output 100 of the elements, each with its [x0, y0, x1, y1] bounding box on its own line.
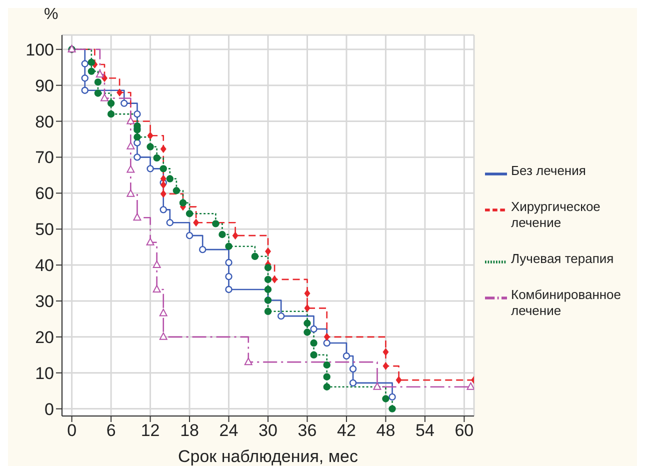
point — [134, 133, 141, 141]
y-tick-label: 0 — [44, 400, 54, 419]
point — [166, 219, 174, 226]
point — [96, 70, 104, 78]
legend-label: Без лечения — [511, 163, 587, 179]
point — [100, 94, 109, 102]
point — [153, 154, 160, 162]
x-tick-label: 48 — [376, 421, 396, 440]
x-tick-label: 6 — [106, 421, 116, 440]
y-tick-label: 80 — [35, 112, 54, 132]
point — [342, 352, 350, 360]
point — [323, 339, 330, 347]
point — [232, 232, 238, 240]
y-tick-label: 30 — [35, 292, 54, 312]
point — [388, 393, 396, 401]
point — [323, 383, 330, 390]
point — [264, 286, 272, 294]
point — [251, 252, 259, 260]
y-tick-label: 100 — [26, 40, 54, 60]
point — [264, 308, 272, 316]
x-tick-label: 60 — [454, 421, 474, 440]
point — [81, 86, 88, 94]
point — [349, 365, 357, 373]
y-tick-label: 40 — [35, 256, 54, 276]
point — [373, 382, 382, 390]
point — [199, 246, 206, 254]
x-tick-label: 42 — [337, 421, 356, 440]
point — [186, 210, 194, 218]
point — [193, 218, 200, 227]
point — [160, 190, 166, 198]
point — [272, 275, 278, 284]
point — [349, 379, 357, 387]
point — [134, 139, 141, 146]
point — [179, 199, 187, 206]
point — [218, 230, 226, 238]
x-tick-label: 30 — [258, 421, 278, 440]
point — [146, 165, 154, 172]
point — [88, 58, 96, 66]
y-tick-label: 90 — [35, 76, 54, 96]
point — [133, 213, 142, 221]
point — [107, 100, 115, 107]
point — [225, 286, 232, 294]
point — [172, 187, 180, 194]
legend-label: Хирургическое лечение — [511, 199, 602, 231]
point — [324, 332, 330, 341]
point — [160, 174, 166, 183]
point — [225, 258, 232, 266]
point — [186, 232, 194, 240]
point — [212, 220, 220, 228]
point — [160, 165, 167, 172]
point — [94, 90, 102, 97]
point — [120, 100, 128, 107]
point — [116, 88, 123, 97]
legend-label: Лучевая терапия — [511, 251, 615, 267]
point — [310, 339, 318, 347]
y-tick-label: 50 — [35, 220, 54, 240]
x-tick-label: 54 — [415, 421, 434, 440]
point — [146, 143, 154, 150]
x-tick-label: 18 — [180, 421, 199, 440]
point — [466, 382, 474, 390]
x-tick-label: 36 — [298, 421, 317, 440]
point — [102, 74, 108, 82]
point — [382, 348, 389, 356]
point — [277, 312, 285, 320]
point — [382, 395, 390, 402]
point — [304, 304, 310, 312]
y-axis-title: % — [44, 6, 58, 24]
point — [264, 276, 272, 284]
point — [134, 154, 141, 161]
point — [159, 332, 168, 340]
point — [88, 68, 96, 75]
point — [388, 405, 396, 412]
y-tick-label: 20 — [35, 328, 54, 347]
point — [146, 238, 154, 246]
point — [264, 264, 272, 272]
point — [81, 74, 88, 82]
point — [81, 60, 88, 68]
point — [152, 260, 161, 268]
point — [160, 180, 166, 189]
x-tick-label: 0 — [67, 421, 77, 440]
point — [310, 325, 318, 333]
point — [265, 247, 271, 256]
point — [323, 361, 330, 369]
point — [382, 362, 389, 370]
y-tick-label: 60 — [35, 184, 54, 204]
point — [244, 358, 252, 366]
point — [107, 110, 115, 118]
point — [323, 373, 330, 380]
point — [94, 78, 102, 86]
point — [126, 142, 135, 150]
point — [134, 110, 141, 118]
point — [166, 175, 174, 182]
point — [304, 320, 311, 327]
point — [304, 328, 311, 336]
x-tick-label: 24 — [219, 421, 238, 440]
x-tick-label: 12 — [140, 421, 160, 440]
point — [159, 308, 168, 316]
point — [152, 284, 161, 292]
point — [147, 132, 154, 140]
point — [304, 289, 310, 298]
